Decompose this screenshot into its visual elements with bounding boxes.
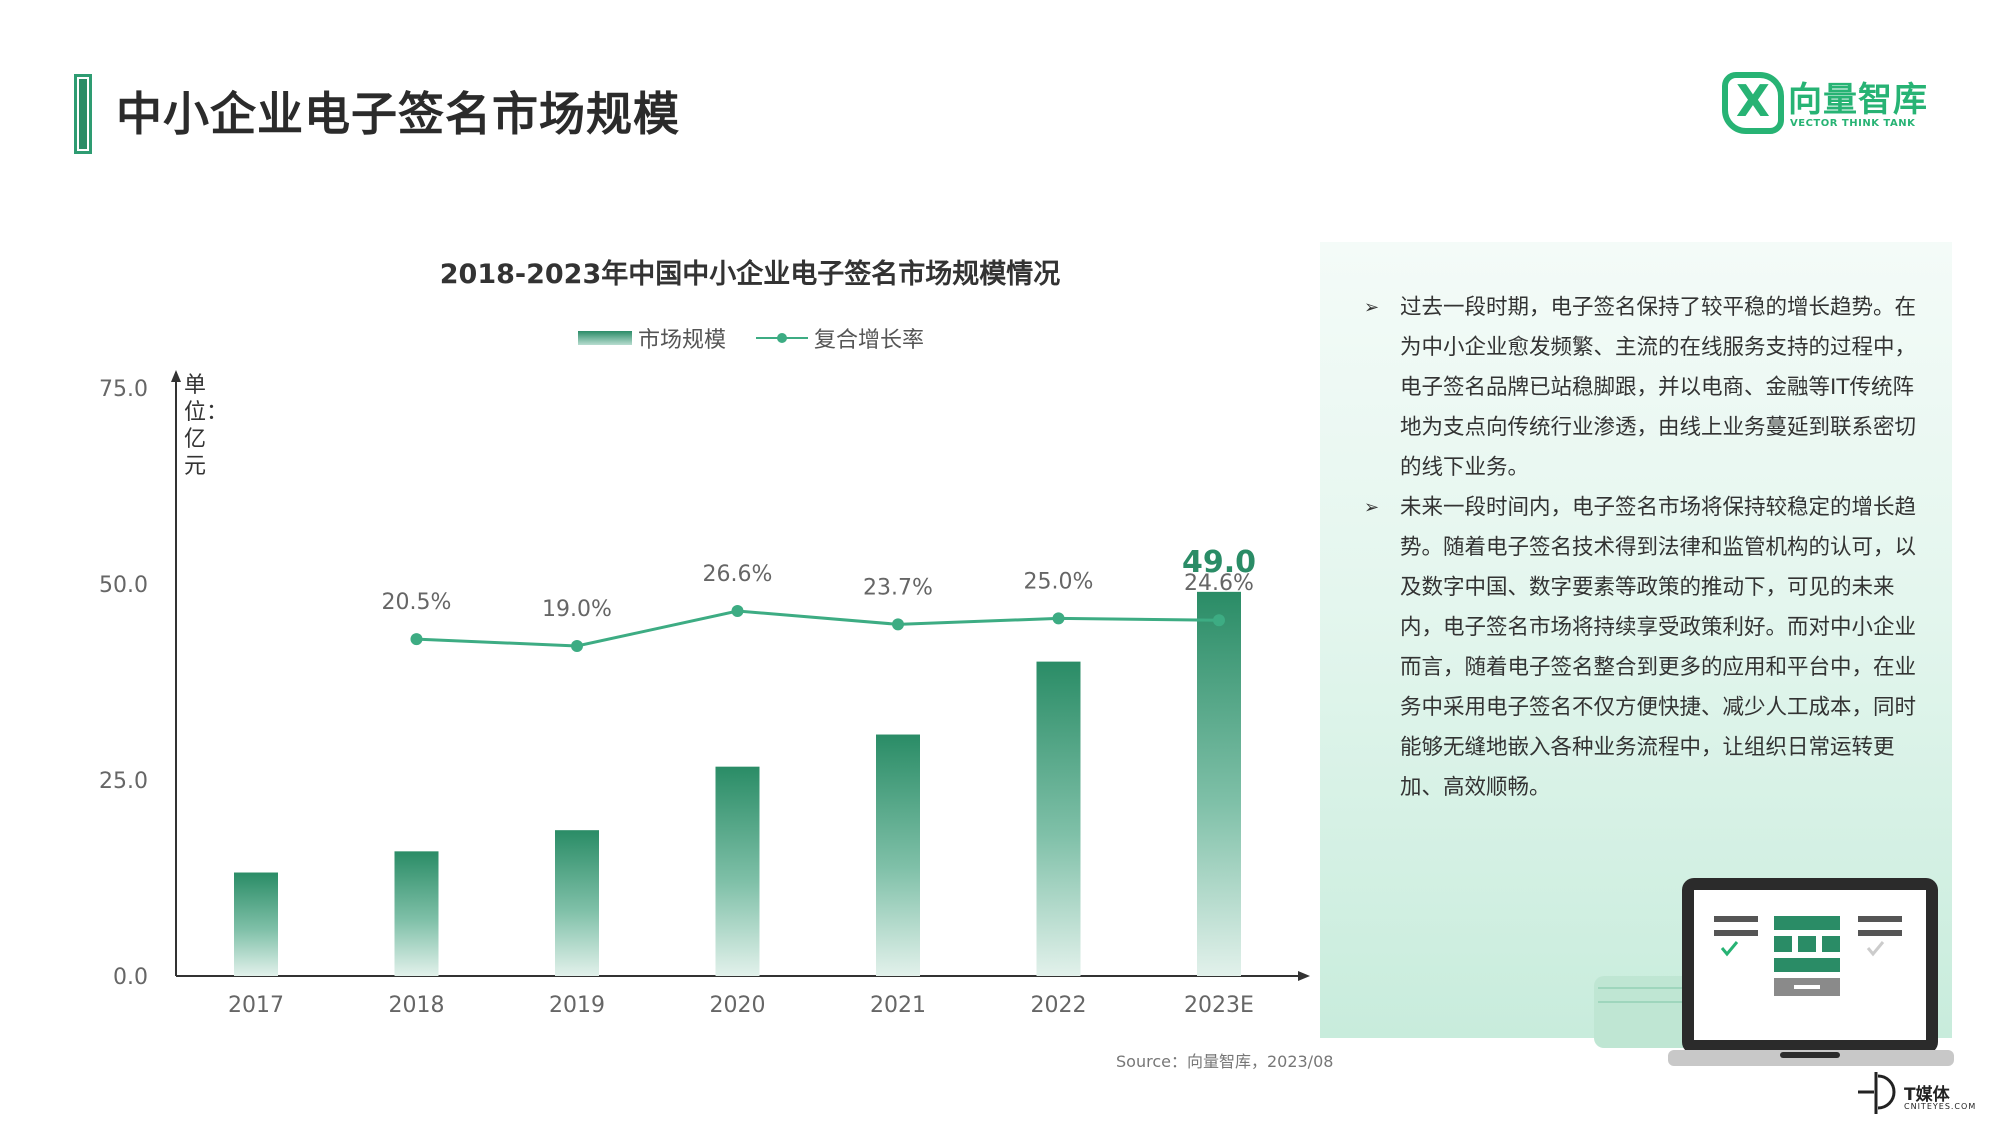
rate-point <box>892 618 904 631</box>
rate-point <box>1052 612 1065 625</box>
x-tick-label: 2017 <box>228 993 284 1018</box>
x-axis-arrow-icon <box>1298 971 1310 981</box>
bar <box>876 734 920 976</box>
legend-line-swatch <box>756 333 808 343</box>
y-axis-unit-label: 单位：亿元 <box>184 373 229 479</box>
rate-data-label: 19.0% <box>542 597 612 622</box>
laptop-illustration-icon <box>1594 878 1954 1066</box>
logo-x-icon <box>1722 72 1784 134</box>
chart-title: 2018-2023年中国中小企业电子签名市场规模情况 <box>439 259 1061 290</box>
legend-line-label: 复合增长率 <box>814 328 925 353</box>
logo-name-en: VECTOR THINK TANK <box>1790 118 1916 129</box>
y-tick-label: 25.0 <box>99 769 148 794</box>
watermark-name-cn: T媒体 <box>1904 1085 1950 1105</box>
arrow-bullet-icon: ➢ <box>1364 297 1380 318</box>
rate-line <box>416 609 1220 648</box>
source-note: Source：向量智库，2023/08 <box>1116 1052 1334 1071</box>
bar-data-label: 49.0 <box>1182 545 1256 580</box>
t-media-watermark: T媒体 CNITEYES.COM <box>1856 1070 2000 1120</box>
y-tick-label: 75.0 <box>99 377 148 402</box>
y-axis-arrow-icon <box>171 370 181 382</box>
rate-data-label: 20.5% <box>382 590 452 615</box>
x-tick-label: 2020 <box>710 993 766 1018</box>
legend-bar-swatch <box>578 331 632 345</box>
bar <box>715 766 760 976</box>
y-tick-label: 0.0 <box>113 965 148 990</box>
x-tick-label: 2022 <box>1031 993 1087 1018</box>
chart-plot: 0.0 25.0 50.0 75.0 49.0 2017 2018 2019 2020 2021 2… <box>99 370 1310 1018</box>
watermark-name-en: CNITEYES.COM <box>1904 1102 1977 1111</box>
title-accent-bar <box>74 74 92 154</box>
rate-point <box>1213 614 1225 627</box>
vector-think-tank-logo: 向量智库 VECTOR THINK TANK <box>1722 70 1927 140</box>
rate-data-label: 23.7% <box>863 575 933 600</box>
insight-list: ➢ 过去一段时期，电子签名保持了较平稳的增长趋势。在为中小企业愈发频繁、主流的在… <box>1364 288 1924 808</box>
rate-point <box>410 633 423 646</box>
rate-point <box>731 605 744 617</box>
rate-data-label: 26.6% <box>703 562 773 587</box>
legend-bar-label: 市场规模 <box>638 328 727 353</box>
x-tick-label: 2021 <box>870 993 926 1018</box>
arrow-bullet-icon: ➢ <box>1364 497 1380 518</box>
bar <box>394 851 439 976</box>
t-media-logo-icon <box>1858 1072 1896 1114</box>
insight-text: 未来一段时间内，电子签名市场将保持较稳定的增长趋势。随着电子签名技术得到法律和监… <box>1400 495 1917 800</box>
y-tick-label: 50.0 <box>99 573 148 598</box>
bar <box>1197 591 1241 976</box>
insight-text: 过去一段时期，电子签名保持了较平稳的增长趋势。在为中小企业愈发频繁、主流的在线服… <box>1400 295 1917 480</box>
bar <box>555 830 599 976</box>
rate-point <box>571 640 583 652</box>
x-tick-label: 2018 <box>389 993 445 1018</box>
rate-data-label: 24.6% <box>1184 571 1254 596</box>
page-title: 中小企业电子签名市场规模 <box>116 87 680 141</box>
insight-item: ➢ 过去一段时期，电子签名保持了较平稳的增长趋势。在为中小企业愈发频繁、主流的在… <box>1364 288 1924 488</box>
chart-area: 2018-2023年中国中小企业电子签名市场规模情况 市场规模 复合增长率 单位… <box>0 240 1320 1100</box>
insight-item: ➢ 未来一段时间内，电子签名市场将保持较稳定的增长趋势。随着电子签名技术得到法律… <box>1364 488 1924 808</box>
x-tick-label: 2023E <box>1184 993 1254 1018</box>
rate-data-label: 25.0% <box>1024 569 1094 594</box>
bar <box>234 872 278 976</box>
bar <box>1036 661 1081 976</box>
logo-name-cn: 向量智库 <box>1788 80 1928 120</box>
x-tick-label: 2019 <box>549 993 605 1018</box>
